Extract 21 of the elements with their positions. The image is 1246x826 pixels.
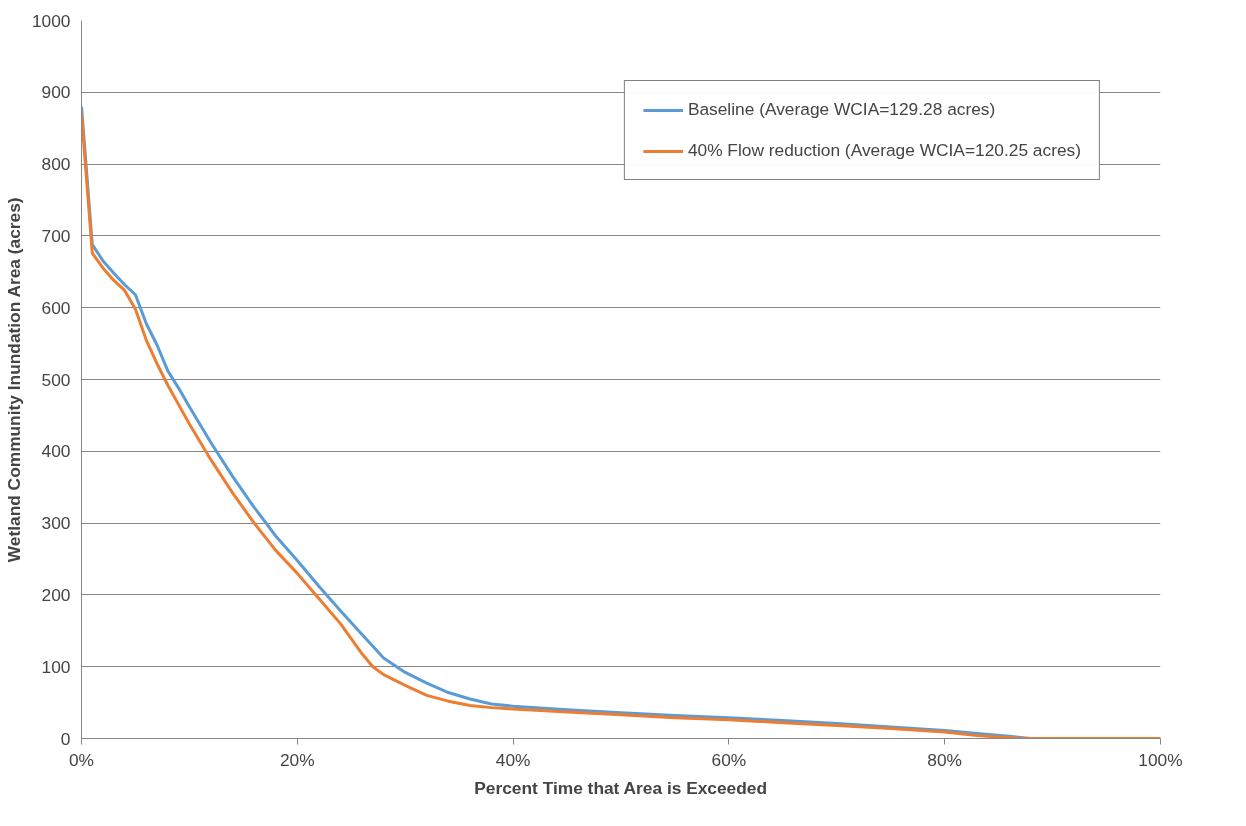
y-tick-label: 400 xyxy=(41,441,71,462)
y-tick-label: 800 xyxy=(41,154,71,175)
y-tick-label: 100 xyxy=(41,656,71,677)
y-tick-label: 200 xyxy=(41,584,71,605)
y-tick-label: 300 xyxy=(41,513,71,534)
x-axis-title: Percent Time that Area is Exceeded xyxy=(474,777,768,798)
x-tick-label: 100% xyxy=(1138,749,1183,770)
y-tick-label: 600 xyxy=(41,297,71,318)
x-tick-label: 0% xyxy=(68,749,95,770)
y-tick-label: 700 xyxy=(41,225,71,246)
x-tick-label: 60% xyxy=(711,749,747,770)
y-tick-label: 0 xyxy=(60,728,71,749)
y-tick-label: 900 xyxy=(41,82,71,103)
y-axis-title: Wetland Community Inundation Area (acres) xyxy=(3,197,24,563)
legend-label: Baseline (Average WCIA=129.28 acres) xyxy=(687,99,996,120)
y-tick-label: 1000 xyxy=(31,10,71,31)
legend-label: 40% Flow reduction (Average WCIA=120.25 acres) xyxy=(687,140,1081,161)
x-tick-label: 20% xyxy=(279,749,315,770)
y-tick-label: 500 xyxy=(41,369,71,390)
x-tick-label: 80% xyxy=(927,749,963,770)
x-tick-label: 40% xyxy=(495,749,531,770)
